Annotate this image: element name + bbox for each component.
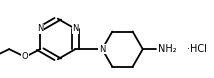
- Text: N: N: [37, 24, 43, 33]
- Text: ·HCl: ·HCl: [187, 44, 207, 54]
- Text: N: N: [72, 24, 79, 33]
- Text: NH₂: NH₂: [158, 44, 177, 54]
- Text: O: O: [22, 52, 28, 61]
- Text: N: N: [99, 45, 105, 54]
